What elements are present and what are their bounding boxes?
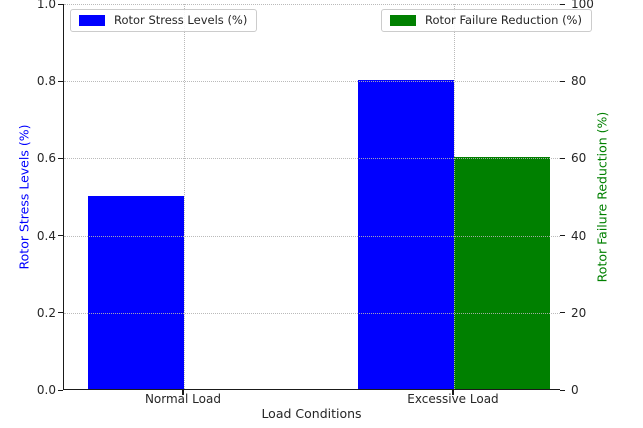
right-axis-tick [560,235,565,237]
left-axis-tick [58,3,63,5]
bar-failure-reduction [453,157,550,389]
left-axis-tick-label: 0.6 [36,151,56,166]
right-axis-tick-label: 60 [571,151,587,166]
bars-layer [64,4,560,389]
left-axis-tick [58,312,63,314]
x-axis-tick [452,390,454,395]
legend-label-rotor-stress: Rotor Stress Levels (%) [114,13,248,27]
bar-stress [87,196,184,389]
right-axis-tick [560,80,565,82]
left-axis-tick-label: 0.0 [36,383,56,397]
right-axis-tick [560,3,565,5]
left-axis-tick-label: 1.0 [36,0,56,11]
bar-stress [357,80,454,389]
left-axis-tick-label: 0.8 [36,74,56,89]
left-axis-tick-label: 0.2 [36,305,56,320]
left-axis-tick [58,80,63,82]
left-axis-title: Rotor Stress Levels (%) [16,124,32,270]
x-axis-title: Load Conditions [261,406,362,421]
x-axis-tick [182,390,184,395]
right-axis-tick-label: 80 [571,74,587,89]
right-axis-tick [560,389,565,391]
legend-rotor-stress-levels: Rotor Stress Levels (%) [70,9,258,32]
left-axis-tick [58,235,63,237]
plot-area [63,4,560,390]
x-axis-tick-label: Excessive Load [407,392,499,406]
legend-label-rotor-failure: Rotor Failure Reduction (%) [425,13,582,27]
right-axis-title: Rotor Failure Reduction (%) [594,111,610,283]
green-legend-swatch-icon [390,15,416,26]
left-axis-tick [58,389,63,391]
legend-rotor-failure-reduction: Rotor Failure Reduction (%) [381,9,592,32]
right-axis-tick [560,157,565,160]
left-axis-tick [58,157,63,160]
right-axis-tick-label: 100 [571,0,594,11]
left-axis-tick-label: 0.4 [36,228,56,243]
right-axis-tick-label: 0 [571,383,579,397]
blue-legend-swatch-icon [79,15,105,26]
right-axis-tick [560,312,565,314]
x-axis-tick-label: Normal Load [144,392,221,406]
right-axis-tick-label: 40 [571,228,587,243]
right-axis-tick-label: 20 [571,305,587,320]
